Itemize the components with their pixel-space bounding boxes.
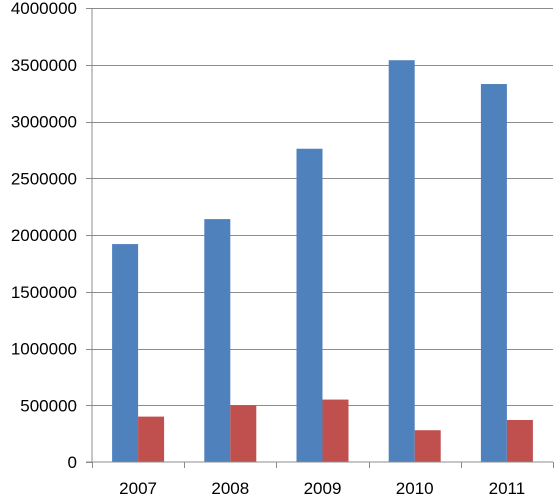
bar-series2-2008 [230, 405, 257, 462]
y-tick-label: 500000 [20, 396, 77, 415]
bar-series2-2011 [506, 420, 533, 462]
bars [112, 60, 533, 463]
y-tick-label: 0 [68, 453, 77, 472]
y-tick-label: 3000000 [11, 113, 77, 132]
y-tick-label: 3500000 [11, 56, 77, 75]
bar-series1-2011 [480, 84, 507, 463]
bar-series2-2010 [414, 430, 441, 462]
y-tick-label: 1500000 [11, 283, 77, 302]
x-tick-label: 2009 [304, 479, 342, 496]
y-tick-label: 1000000 [11, 340, 77, 359]
x-axis-tick-marks [92, 462, 554, 468]
axes [86, 8, 553, 463]
x-tick-label: 2010 [396, 479, 434, 496]
bar-series2-2009 [322, 399, 349, 462]
y-tick-label: 2000000 [11, 226, 77, 245]
x-axis-tick-labels: 2007 2008 2009 2010 2011 [119, 479, 525, 496]
x-tick-label: 2007 [119, 479, 157, 496]
bar-series1-2009 [296, 148, 323, 463]
y-tick-label: 2500000 [11, 169, 77, 188]
y-tick-label: 4000000 [11, 0, 77, 18]
bar-series1-2008 [204, 219, 231, 462]
x-tick-label: 2011 [489, 479, 526, 496]
y-axis-tick-labels: 0 500000 1000000 1500000 2000000 2500000 30000… [11, 0, 92, 472]
bar-series1-2007 [112, 244, 139, 462]
bar-series1-2010 [388, 60, 415, 463]
bar-series2-2007 [138, 416, 165, 462]
x-tick-label: 2008 [211, 479, 249, 496]
